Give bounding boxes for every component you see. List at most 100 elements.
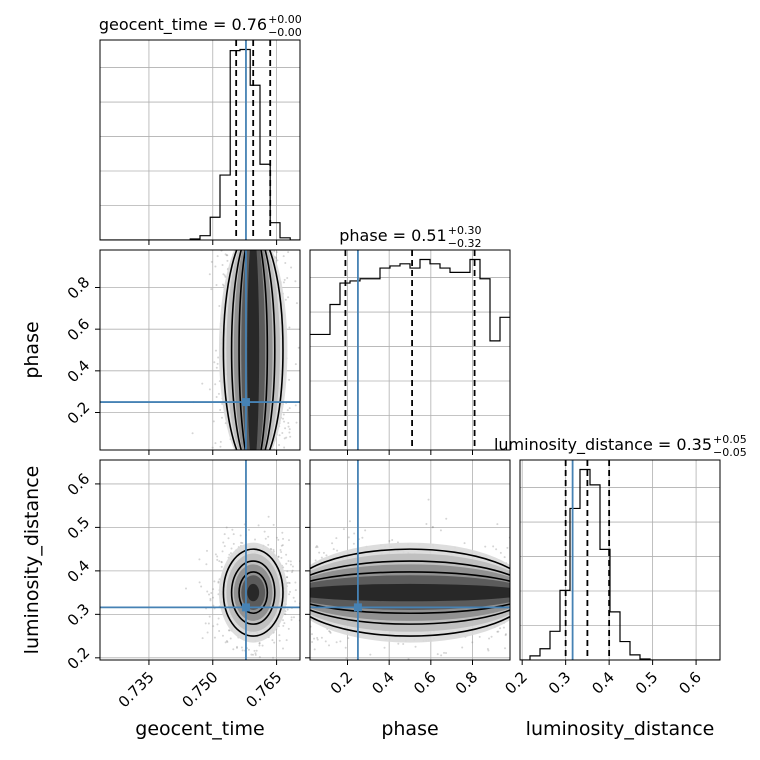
sample-point bbox=[212, 596, 215, 599]
sample-point bbox=[217, 617, 220, 620]
sample-point bbox=[224, 253, 227, 256]
hist-panel-geocent-time bbox=[99, 39, 301, 245]
sample-point bbox=[205, 549, 208, 552]
sample-point bbox=[279, 548, 282, 551]
sample-point bbox=[506, 546, 509, 549]
sample-point bbox=[348, 520, 351, 523]
contour-line bbox=[222, 250, 284, 450]
axis-labels-layer: geocent_time phase luminosity_distance p… bbox=[21, 321, 714, 740]
sample-point bbox=[210, 260, 213, 263]
sample-point bbox=[217, 580, 220, 583]
sample-point bbox=[216, 255, 219, 258]
sample-point bbox=[288, 378, 291, 381]
sample-point bbox=[267, 543, 270, 546]
sample-point bbox=[254, 652, 257, 655]
sample-point bbox=[484, 545, 487, 548]
sample-point bbox=[226, 259, 229, 262]
sample-point bbox=[283, 622, 286, 625]
sample-point bbox=[329, 630, 332, 633]
sample-point bbox=[209, 597, 212, 600]
sample-point bbox=[397, 642, 400, 645]
sample-point bbox=[322, 551, 325, 554]
sample-point bbox=[228, 553, 231, 556]
sample-point bbox=[283, 420, 286, 423]
sample-point bbox=[222, 273, 225, 276]
sample-point bbox=[229, 637, 232, 640]
sample-point bbox=[504, 634, 507, 637]
scatter-panel-luminosity-distance-vs-geocent-time bbox=[95, 459, 301, 665]
sample-point bbox=[223, 533, 226, 536]
sample-point bbox=[294, 581, 297, 584]
title-geocent-time: geocent_time = 0.76 bbox=[99, 15, 267, 35]
sample-point bbox=[213, 636, 216, 639]
sample-point bbox=[287, 627, 290, 630]
sample-point bbox=[285, 639, 288, 642]
sample-point bbox=[289, 560, 292, 563]
sample-point bbox=[220, 560, 223, 563]
sample-point bbox=[230, 547, 233, 550]
sample-point bbox=[445, 517, 448, 520]
sample-point bbox=[320, 636, 323, 639]
sample-point bbox=[492, 545, 495, 548]
sample-point bbox=[235, 645, 238, 648]
density-level bbox=[247, 250, 260, 450]
sample-point bbox=[208, 615, 211, 618]
ylabel-luminosity-distance: luminosity_distance bbox=[21, 466, 43, 655]
sample-point bbox=[292, 596, 295, 599]
sample-point bbox=[273, 250, 276, 253]
panel-frame bbox=[309, 249, 511, 451]
sample-point bbox=[267, 515, 270, 518]
sample-point bbox=[288, 407, 291, 410]
sample-point bbox=[217, 356, 220, 359]
sample-point bbox=[232, 542, 235, 545]
sample-point bbox=[478, 635, 481, 638]
sample-point bbox=[263, 530, 266, 533]
truth-marker bbox=[241, 603, 250, 612]
contour-line bbox=[310, 571, 510, 615]
sample-point bbox=[436, 653, 439, 656]
truth-marker bbox=[241, 398, 250, 407]
sample-point bbox=[282, 413, 285, 416]
sample-point bbox=[220, 561, 223, 564]
sample-point bbox=[221, 550, 224, 553]
sample-point bbox=[277, 538, 280, 541]
sample-point bbox=[332, 548, 335, 551]
title-luminosity-distance: luminosity_distance = 0.35 bbox=[494, 435, 712, 455]
sample-point bbox=[278, 634, 281, 637]
sample-point bbox=[216, 623, 219, 626]
sample-point bbox=[486, 647, 489, 650]
sample-point bbox=[369, 653, 372, 656]
sample-point bbox=[407, 657, 410, 660]
sample-point bbox=[314, 546, 317, 549]
sample-point bbox=[440, 654, 443, 657]
panel-content bbox=[310, 460, 510, 660]
panel-content bbox=[100, 250, 300, 450]
sample-point bbox=[214, 442, 217, 445]
sample-point bbox=[324, 640, 327, 643]
sample-point bbox=[267, 535, 270, 538]
sample-point bbox=[255, 649, 258, 652]
sample-point bbox=[316, 636, 319, 639]
title-phase-plus: +0.30 bbox=[448, 224, 482, 237]
density-level bbox=[247, 583, 260, 602]
sample-point bbox=[294, 280, 297, 283]
xlabel-luminosity-distance: luminosity_distance bbox=[526, 718, 715, 740]
hist-panel-luminosity-distance bbox=[519, 459, 721, 665]
sample-point bbox=[315, 545, 318, 548]
sample-point bbox=[288, 593, 291, 596]
scatter-panel-luminosity-distance-vs-phase bbox=[305, 459, 511, 665]
sample-point bbox=[219, 445, 222, 448]
sample-point bbox=[213, 580, 216, 583]
sample-point bbox=[316, 638, 319, 641]
sample-point bbox=[294, 404, 297, 407]
sample-point bbox=[258, 656, 261, 659]
sample-point bbox=[280, 556, 283, 559]
sample-point bbox=[335, 537, 338, 540]
sample-point bbox=[218, 578, 221, 581]
sample-point bbox=[217, 581, 220, 584]
sample-point bbox=[329, 631, 332, 634]
sample-point bbox=[278, 434, 281, 437]
sample-point bbox=[414, 645, 417, 648]
sample-point bbox=[273, 641, 276, 644]
